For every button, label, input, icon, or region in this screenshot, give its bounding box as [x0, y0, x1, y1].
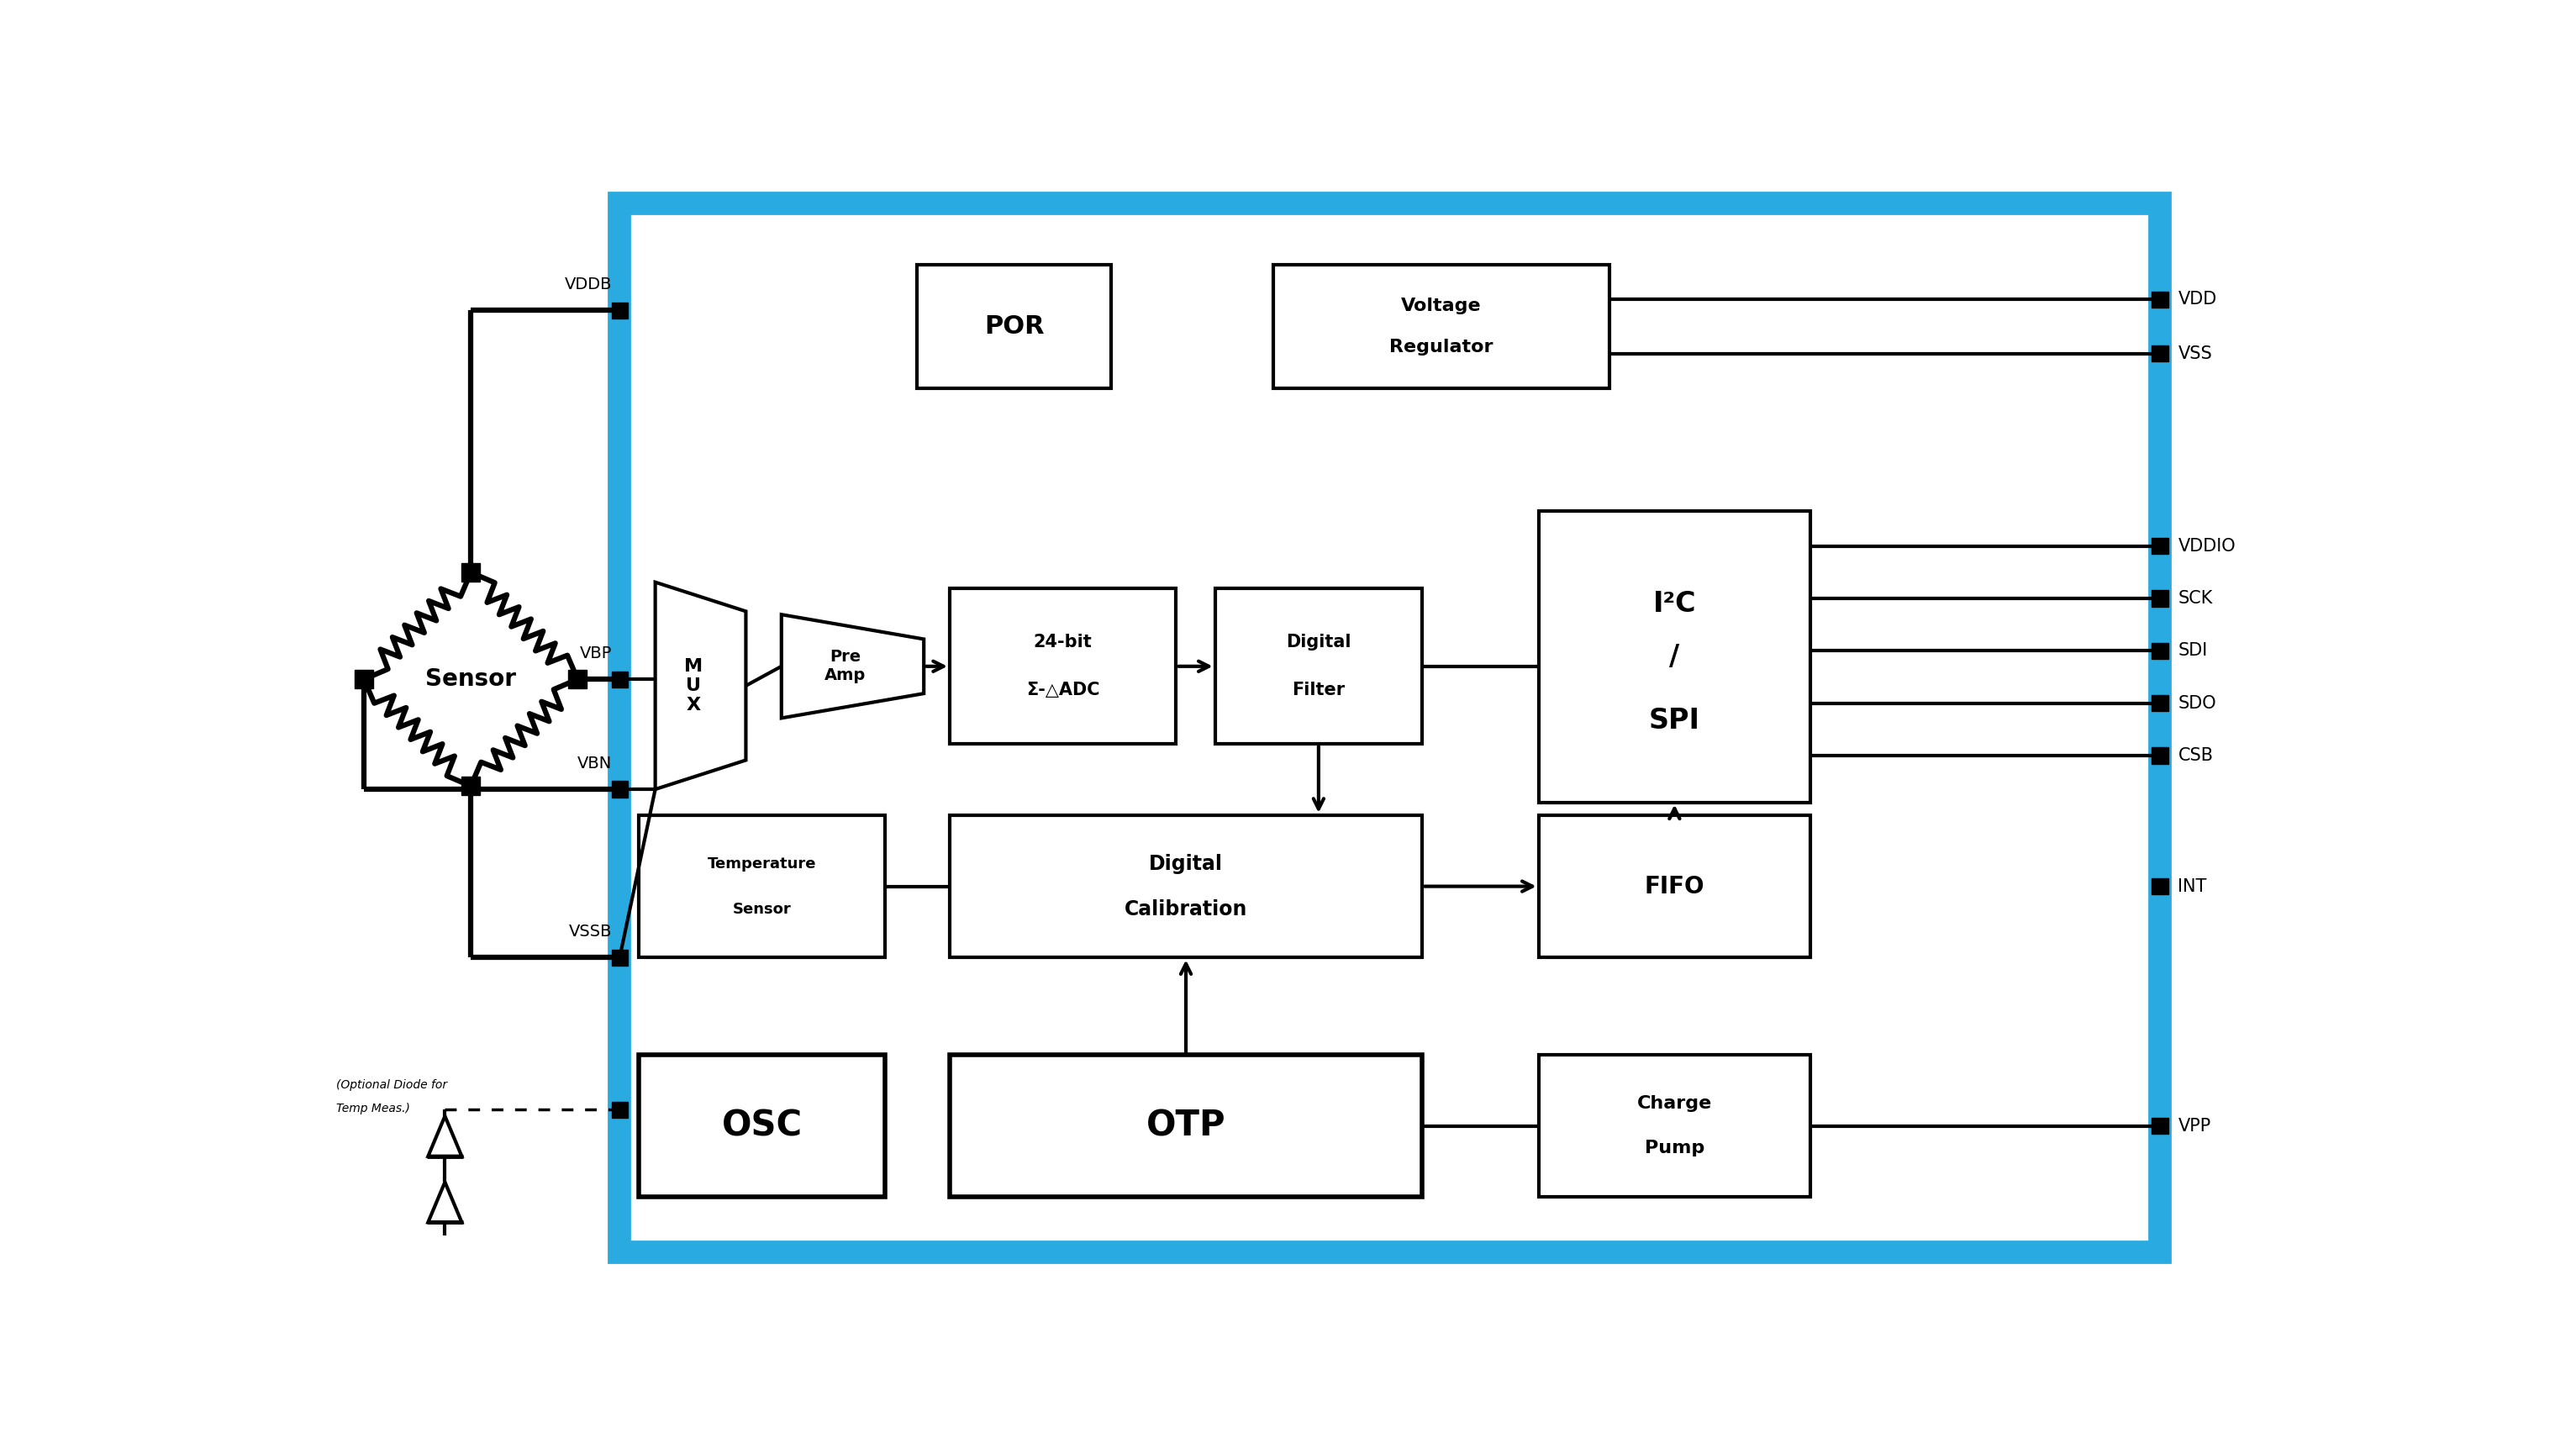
- FancyBboxPatch shape: [1538, 1054, 1811, 1197]
- Bar: [2151, 878, 2169, 894]
- Text: Digital: Digital: [1285, 634, 1352, 651]
- Text: /: /: [1669, 643, 1680, 670]
- Text: I²C: I²C: [1654, 590, 1695, 618]
- FancyBboxPatch shape: [951, 589, 1177, 744]
- Bar: [611, 672, 629, 688]
- Text: Pump: Pump: [1643, 1140, 1705, 1157]
- FancyBboxPatch shape: [917, 265, 1110, 388]
- FancyBboxPatch shape: [639, 1054, 886, 1197]
- Text: OTP: OTP: [1146, 1108, 1226, 1143]
- Bar: [461, 563, 479, 582]
- Text: SCK: SCK: [2177, 590, 2213, 606]
- Text: Pre
Amp: Pre Amp: [824, 648, 866, 683]
- Text: FIFO: FIFO: [1643, 875, 1705, 899]
- Bar: [2151, 1118, 2169, 1134]
- Text: POR: POR: [984, 314, 1043, 339]
- Text: Temperature: Temperature: [708, 856, 817, 871]
- FancyBboxPatch shape: [1273, 265, 1610, 388]
- Text: Calibration: Calibration: [1123, 899, 1247, 919]
- Text: CSB: CSB: [2177, 747, 2213, 763]
- Text: M
U
X: M U X: [685, 657, 703, 714]
- FancyBboxPatch shape: [951, 816, 1422, 958]
- Text: VDDB: VDDB: [564, 276, 613, 292]
- Text: Temp Meas.): Temp Meas.): [337, 1102, 410, 1114]
- Text: Σ-△ADC: Σ-△ADC: [1025, 682, 1100, 699]
- FancyBboxPatch shape: [639, 816, 886, 958]
- Polygon shape: [781, 615, 925, 718]
- Text: 24-bit: 24-bit: [1033, 634, 1092, 651]
- Text: SDO: SDO: [2177, 695, 2215, 711]
- Text: VDDIO: VDDIO: [2177, 538, 2236, 554]
- FancyBboxPatch shape: [1538, 816, 1811, 958]
- Text: SDI: SDI: [2177, 643, 2208, 659]
- Text: OSC: OSC: [721, 1108, 804, 1143]
- Text: Digital: Digital: [1149, 853, 1224, 874]
- FancyBboxPatch shape: [951, 1054, 1422, 1197]
- Text: Charge: Charge: [1636, 1095, 1713, 1111]
- Bar: [611, 302, 629, 318]
- Bar: [2151, 590, 2169, 606]
- Bar: [611, 1102, 629, 1118]
- Bar: [2151, 538, 2169, 554]
- Bar: [2151, 747, 2169, 763]
- Text: VSSB: VSSB: [569, 923, 613, 939]
- Text: INT: INT: [2177, 878, 2208, 894]
- Text: Regulator: Regulator: [1388, 339, 1494, 356]
- Text: Filter: Filter: [1293, 682, 1345, 699]
- Bar: [611, 781, 629, 797]
- Bar: [2151, 695, 2169, 711]
- Bar: [2151, 291, 2169, 308]
- Text: VBN: VBN: [577, 756, 613, 772]
- Text: VBP: VBP: [580, 646, 613, 662]
- FancyBboxPatch shape: [1538, 510, 1811, 803]
- Text: (Optional Diode for: (Optional Diode for: [337, 1079, 448, 1090]
- Text: Sensor: Sensor: [732, 901, 791, 916]
- Bar: [355, 670, 374, 688]
- Text: VSS: VSS: [2177, 345, 2213, 362]
- Text: SPI: SPI: [1649, 707, 1700, 734]
- Bar: [461, 776, 479, 795]
- Bar: [2151, 643, 2169, 659]
- Polygon shape: [654, 582, 747, 790]
- Text: Voltage: Voltage: [1401, 298, 1481, 314]
- Bar: [569, 670, 587, 688]
- Bar: [2151, 346, 2169, 362]
- FancyBboxPatch shape: [1216, 589, 1422, 744]
- Text: VDD: VDD: [2177, 291, 2218, 308]
- Text: VPP: VPP: [2177, 1117, 2210, 1134]
- Bar: [611, 949, 629, 965]
- Text: Sensor: Sensor: [425, 667, 515, 691]
- FancyBboxPatch shape: [621, 204, 2159, 1252]
